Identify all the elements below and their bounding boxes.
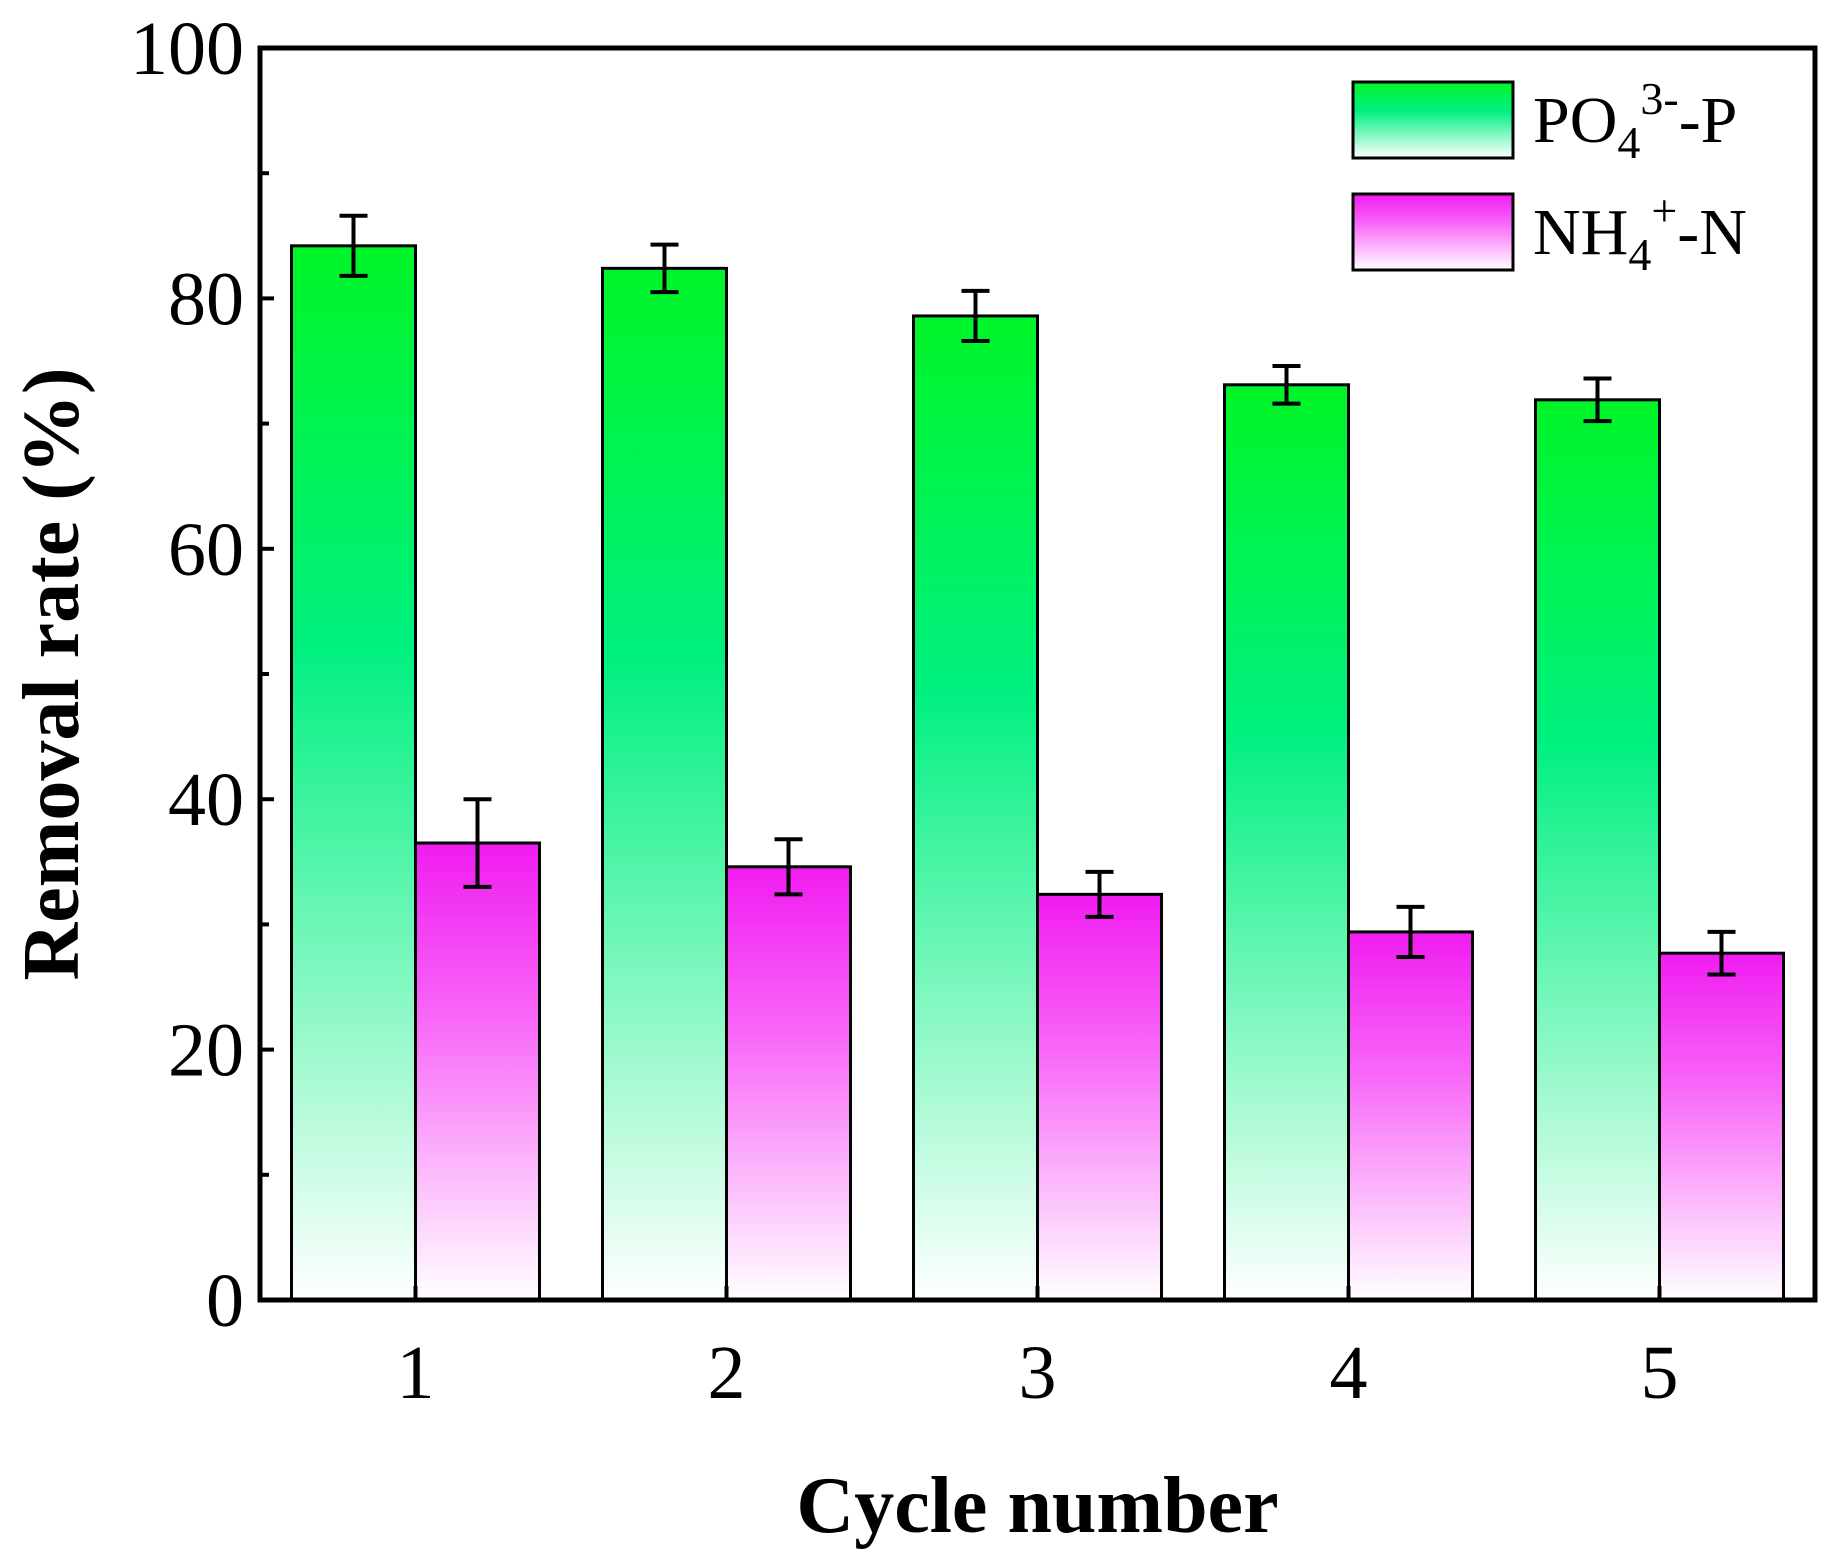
error-bar-series1-cycle-3 [1085, 869, 1114, 919]
y-tick-label-20: 20 [168, 1009, 244, 1093]
bar-series0-cycle-2 [601, 266, 728, 1302]
y-tick-label-100: 100 [130, 7, 244, 91]
error-bar-series0-cycle-2 [650, 242, 679, 295]
error-bar-series1-cycle-2 [774, 837, 803, 897]
error-bar-series0-cycle-4 [1272, 364, 1301, 406]
x-tick-label-1: 1 [397, 1331, 435, 1415]
y-axis-title: Removal rate (%) [8, 367, 96, 980]
bar-series0-cycle-3 [912, 314, 1039, 1302]
bar-series1-cycle-1 [414, 841, 541, 1302]
error-bar-series0-cycle-5 [1583, 376, 1612, 424]
bar-series1-cycle-3 [1036, 892, 1163, 1302]
bar-series1-cycle-2 [725, 865, 852, 1302]
y-tick-label-80: 80 [168, 257, 244, 341]
bar-series0-cycle-4 [1223, 383, 1350, 1302]
bar-series1-cycle-4 [1347, 930, 1474, 1302]
y-tick-label-40: 40 [168, 758, 244, 842]
error-bar-series1-cycle-1 [463, 797, 492, 889]
error-bar-series1-cycle-4 [1396, 904, 1425, 959]
error-bar-series0-cycle-3 [961, 288, 990, 343]
y-tick-label-0: 0 [206, 1259, 244, 1343]
bar-series0-cycle-1 [290, 244, 417, 1302]
x-axis-title: Cycle number [796, 1462, 1278, 1550]
y-tick-label-60: 60 [168, 508, 244, 592]
x-axis: 1 2 3 4 5 [397, 1286, 1679, 1415]
legend-swatch-nh4 [1351, 192, 1515, 272]
bars-layer [290, 244, 1785, 1302]
x-tick-label-4: 4 [1330, 1331, 1368, 1415]
bar-series0-cycle-5 [1534, 398, 1661, 1302]
legend-label-nh4: NH4+-N [1533, 185, 1747, 280]
x-tick-label-5: 5 [1641, 1331, 1679, 1415]
legend-swatch-po4 [1351, 80, 1515, 160]
bar-series1-cycle-5 [1658, 951, 1785, 1302]
y-axis: 0 20 40 60 80 100 [130, 7, 274, 1343]
legend-label-po4: PO43--P [1533, 73, 1737, 168]
x-tick-label-3: 3 [1019, 1331, 1057, 1415]
x-tick-label-2: 2 [708, 1331, 746, 1415]
legend: PO43--P NH4+-N [1351, 73, 1747, 280]
error-bar-series1-cycle-5 [1707, 929, 1736, 977]
error-bar-series0-cycle-1 [339, 213, 368, 278]
error-bars-layer [339, 213, 1736, 977]
